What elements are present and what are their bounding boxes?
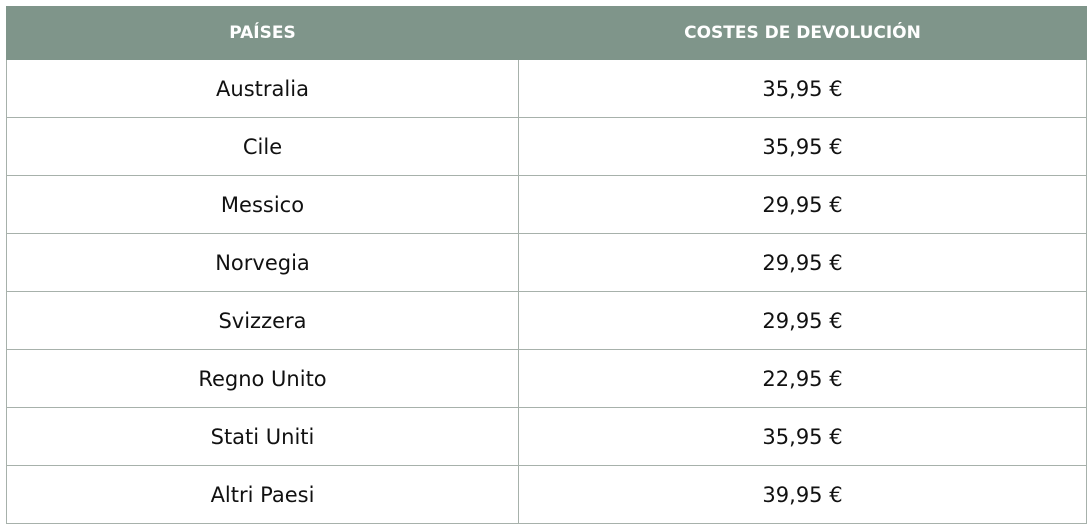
cost-cell: 35,95 € bbox=[518, 117, 1087, 176]
country-cell: Regno Unito bbox=[6, 349, 519, 408]
cost-cell: 29,95 € bbox=[518, 175, 1087, 234]
header-row: PAÍSES COSTES DE DEVOLUCIÓN bbox=[6, 6, 1087, 60]
cost-cell: 39,95 € bbox=[518, 465, 1087, 524]
table-row: Messico 29,95 € bbox=[6, 175, 1087, 234]
country-cell: Svizzera bbox=[6, 291, 519, 350]
table-row: Cile 35,95 € bbox=[6, 117, 1087, 176]
table-row: Stati Uniti 35,95 € bbox=[6, 407, 1087, 466]
table-header: PAÍSES COSTES DE DEVOLUCIÓN bbox=[6, 6, 1087, 60]
table-row: Altri Paesi 39,95 € bbox=[6, 465, 1087, 524]
table-row: Regno Unito 22,95 € bbox=[6, 349, 1087, 408]
table-body: Australia 35,95 € Cile 35,95 € Messico 29,95 … bbox=[6, 59, 1087, 524]
country-cell: Altri Paesi bbox=[6, 465, 519, 524]
cost-cell: 29,95 € bbox=[518, 233, 1087, 292]
country-cell: Stati Uniti bbox=[6, 407, 519, 466]
country-cell: Messico bbox=[6, 175, 519, 234]
cost-cell: 35,95 € bbox=[518, 59, 1087, 118]
country-cell: Australia bbox=[6, 59, 519, 118]
cost-cell: 35,95 € bbox=[518, 407, 1087, 466]
table-row: Australia 35,95 € bbox=[6, 59, 1087, 118]
cost-cell: 22,95 € bbox=[518, 349, 1087, 408]
country-cell: Norvegia bbox=[6, 233, 519, 292]
shipping-table: PAÍSES COSTES DE DEVOLUCIÓN Australia 35,9… bbox=[6, 6, 1087, 524]
header-cell: PAÍSES bbox=[6, 6, 519, 60]
table-row: Norvegia 29,95 € bbox=[6, 233, 1087, 292]
country-cell: Cile bbox=[6, 117, 519, 176]
table-row: Svizzera 29,95 € bbox=[6, 291, 1087, 350]
header-cell: COSTES DE DEVOLUCIÓN bbox=[518, 6, 1087, 60]
cost-cell: 29,95 € bbox=[518, 291, 1087, 350]
